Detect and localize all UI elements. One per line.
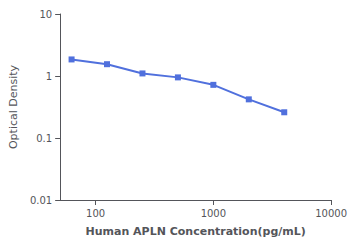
svg-text:Human APLN Concentration(pg/mL: Human APLN Concentration(pg/mL) (85, 225, 305, 238)
svg-text:0.01: 0.01 (30, 195, 52, 206)
svg-text:10: 10 (39, 9, 52, 20)
svg-text:10000: 10000 (315, 208, 347, 219)
svg-text:0.1: 0.1 (36, 133, 52, 144)
svg-text:1: 1 (46, 71, 52, 82)
svg-text:1000: 1000 (201, 208, 226, 219)
svg-text:100: 100 (86, 208, 105, 219)
svg-text:Optical Density: Optical Density (7, 64, 20, 149)
